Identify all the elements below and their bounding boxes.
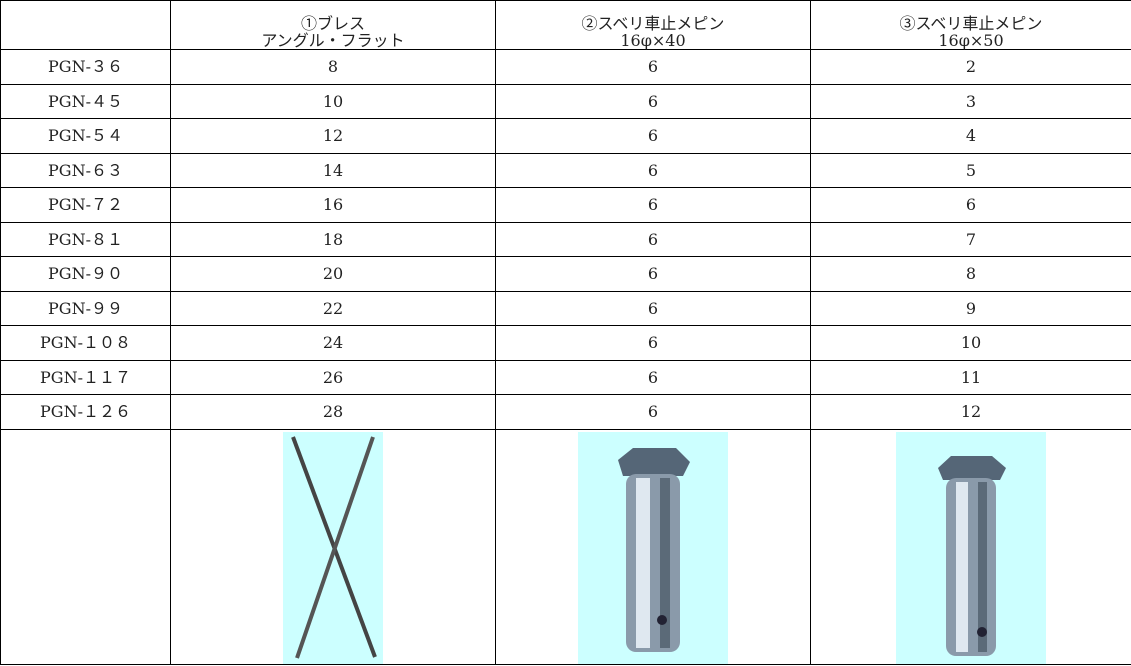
quantity-cell: 2 [810, 49, 1131, 85]
data-row: PGN-８１ 18 6 7 [0, 221, 1131, 257]
brace-image [283, 431, 383, 664]
quantity-cell: 28 [170, 394, 496, 430]
header-cell [0, 0, 171, 50]
data-row: PGN-３６ 8 6 2 [0, 49, 1131, 85]
data-row: PGN-７２ 16 6 6 [0, 187, 1131, 223]
quantity-cell: 6 [810, 187, 1131, 223]
header-cell: ②スベリ車止メピン 16φ×40 [495, 0, 811, 50]
model-cell: PGN-９０ [0, 256, 171, 292]
header-text: ③スベリ車止メピン [899, 14, 1043, 33]
data-row: PGN-１１７ 26 6 11 [0, 359, 1131, 395]
header-cell: ①ブレス アングル・フラット [170, 0, 496, 50]
quantity-cell: 14 [170, 152, 496, 188]
image-cell [495, 428, 811, 665]
quantity-cell: 6 [495, 290, 811, 326]
model-cell: PGN-５４ [0, 118, 171, 154]
quantity-cell: 12 [170, 118, 496, 154]
data-row: PGN-１０８ 24 6 10 [0, 325, 1131, 361]
data-row: PGN-４５ 10 6 3 [0, 83, 1131, 119]
quantity-cell: 26 [170, 359, 496, 395]
data-row: PGN-９０ 20 6 8 [0, 256, 1131, 292]
model-cell: PGN-９９ [0, 290, 171, 326]
quantity-cell: 6 [495, 325, 811, 361]
image-cell [810, 428, 1131, 665]
quantity-cell: 6 [495, 359, 811, 395]
image-row [0, 428, 1131, 665]
quantity-cell: 6 [495, 152, 811, 188]
quantity-cell: 6 [495, 187, 811, 223]
quantity-cell: 6 [495, 221, 811, 257]
quantity-cell: 12 [810, 394, 1131, 430]
quantity-cell: 20 [170, 256, 496, 292]
data-row: PGN-６３ 14 6 5 [0, 152, 1131, 188]
quantity-cell: 11 [810, 359, 1131, 395]
header-cell: ③スベリ車止メピン 16φ×50 [810, 0, 1131, 50]
model-cell: PGN-３６ [0, 49, 171, 85]
model-cell: PGN-７２ [0, 187, 171, 223]
quantity-cell: 6 [495, 256, 811, 292]
quantity-cell: 10 [810, 325, 1131, 361]
quantity-cell: 22 [170, 290, 496, 326]
quantity-cell: 5 [810, 152, 1131, 188]
data-row: PGN-５４ 12 6 4 [0, 118, 1131, 154]
header-text: ②スベリ車止メピン [581, 14, 725, 33]
quantity-cell: 3 [810, 83, 1131, 119]
quantity-cell: 24 [170, 325, 496, 361]
image-cell [170, 428, 496, 665]
quantity-cell: 6 [495, 394, 811, 430]
header-text: 16φ×50 [938, 31, 1004, 50]
quantity-cell: 8 [810, 256, 1131, 292]
quantity-cell: 4 [810, 118, 1131, 154]
quantity-cell: 18 [170, 221, 496, 257]
quantity-cell: 10 [170, 83, 496, 119]
quantity-cell: 9 [810, 290, 1131, 326]
quantity-cell: 16 [170, 187, 496, 223]
header-row: ①ブレス アングル・フラット ②スベリ車止メピン 16φ×40 ③スベリ車止メピン 1… [0, 0, 1131, 50]
model-cell: PGN-６３ [0, 152, 171, 188]
header-text: アングル・フラット [261, 31, 405, 50]
model-cell: PGN-８１ [0, 221, 171, 257]
image-cell [0, 428, 171, 665]
model-cell: PGN-１１７ [0, 359, 171, 395]
data-row: PGN-１２６ 28 6 12 [0, 394, 1131, 430]
pin-image [578, 431, 728, 664]
header-text: 16φ×40 [620, 31, 686, 50]
model-cell: PGN-１０８ [0, 325, 171, 361]
quantity-cell: 6 [495, 49, 811, 85]
quantity-cell: 6 [495, 118, 811, 154]
model-cell: PGN-４５ [0, 83, 171, 119]
data-row: PGN-９９ 22 6 9 [0, 290, 1131, 326]
pin-image [896, 431, 1046, 664]
quantity-cell: 8 [170, 49, 496, 85]
quantity-cell: 7 [810, 221, 1131, 257]
header-text: ①ブレス [300, 14, 365, 33]
quantity-cell: 6 [495, 83, 811, 119]
model-cell: PGN-１２６ [0, 394, 171, 430]
